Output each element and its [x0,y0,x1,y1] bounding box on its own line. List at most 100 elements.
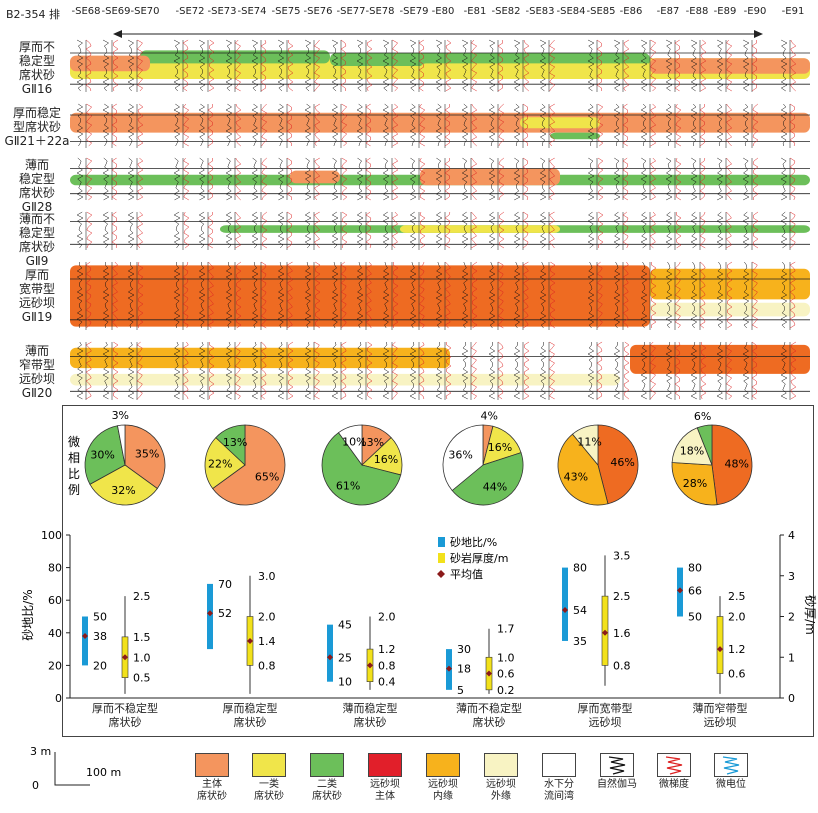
ratio-label: 80 [573,562,587,575]
gradient-curve [699,261,706,329]
thickness-label: 0.4 [378,676,396,689]
legend-item: 微梯度 [649,753,699,791]
gamma-curve [331,39,339,92]
thickness-label: 2.5 [613,590,631,603]
gamma-curve [613,261,621,329]
gamma-curve [690,211,698,249]
thickness-mean [367,662,373,669]
gamma-curve [198,211,206,249]
gamma-curve [251,39,259,92]
stats-panel [62,405,814,737]
gradient-curve [752,157,759,201]
legend-item: 微电位 [706,753,756,791]
facies-band [70,373,620,386]
gradient-curve [260,39,267,92]
legend-swatch [438,537,445,547]
pie-label: 36% [448,448,472,461]
legend-item: 水下分 流间湾 [534,753,584,803]
gradient-curve [85,261,92,329]
ratio-label: 54 [573,604,587,617]
gradient-curve [700,341,707,400]
gamma-curve [277,157,285,201]
gradient-curve [261,103,268,147]
pie-label: 48% [725,457,749,470]
legend-label: 平均值 [450,568,483,581]
gradient-curve [340,39,347,92]
gamma-curve [409,341,417,400]
gradient-curve [549,103,556,147]
legend-swatch [310,753,344,777]
gamma-curve [127,157,135,201]
gamma-curve [587,341,595,400]
gradient-curve [622,211,629,249]
gradient-curve [550,261,556,329]
legend-swatch [484,753,518,777]
gamma-curve [461,341,469,400]
gamma-curve [488,157,496,201]
gamma-curve [225,261,233,329]
gradient-curve [789,157,796,201]
gamma-curve [435,103,443,147]
gamma-curve [513,39,521,92]
legend-item: 远砂坝 内缘 [418,753,468,803]
gradient-curve [341,157,348,201]
gradient-curve [207,157,213,201]
gradient-curve [111,157,117,201]
pie-label: 65% [255,470,279,483]
gradient-curve [286,157,292,201]
gradient-curve [622,157,629,201]
gamma-curve [716,103,724,147]
ratio-mean [677,587,683,594]
gradient-curve [235,103,242,147]
gamma-curve [613,157,621,201]
gamma-curve [539,39,547,92]
gamma-curve [665,211,673,249]
cross-section [70,157,810,201]
pie-slice [84,425,126,485]
left-tick-label: 0 [55,692,62,705]
ratio-label: 38 [93,630,107,643]
gradient-curve [137,157,144,201]
gradient-curve [725,211,732,249]
gradient-curve [137,103,144,147]
gradient-curve [235,157,242,201]
ratio-bar [327,624,333,682]
legend-item: 远砂坝 主体 [360,753,410,803]
pie-label: 13% [223,436,247,449]
gradient-curve [622,261,629,329]
legend-item: 远砂坝 外缘 [476,753,526,803]
gamma-curve [690,261,698,329]
gamma-curve [173,341,181,400]
right-tick-label: 1 [788,651,795,664]
gamma-curve [102,39,110,92]
thickness-label: 1.2 [728,643,746,656]
gradient-curve [522,211,529,249]
ratio-label: 30 [457,643,471,656]
pie-slice [671,462,718,506]
gradient-curve [137,261,144,329]
gradient-curve [391,341,398,400]
gradient-curve [444,211,451,249]
thickness-label: 0.8 [378,659,396,672]
gamma-curve [331,103,339,147]
pie-title-char: 微 [68,435,80,449]
facies-band [650,302,810,317]
gamma-curve [742,261,750,329]
gradient-curve [182,261,189,329]
gradient-curve [497,341,504,400]
gamma-curve [461,39,469,92]
gradient-curve [340,341,347,400]
pie-label: 30% [90,448,114,461]
thickness-label: 1.0 [497,651,515,664]
gradient-curve [392,157,399,201]
well-label: -E80 [431,6,455,17]
ratio-label: 50 [93,611,107,624]
gradient-curve [391,211,399,249]
well-label: -E89 [713,6,737,17]
pie-label: 6% [694,410,711,423]
ratio-bar [82,616,88,666]
ratio-label: 66 [688,584,702,597]
pie-chart: 46% 43% 11% [557,424,639,506]
section-label: 薄而 窄带型 远砂坝 GⅡ20 [18,344,55,400]
thickness-label: 1.4 [258,635,276,648]
